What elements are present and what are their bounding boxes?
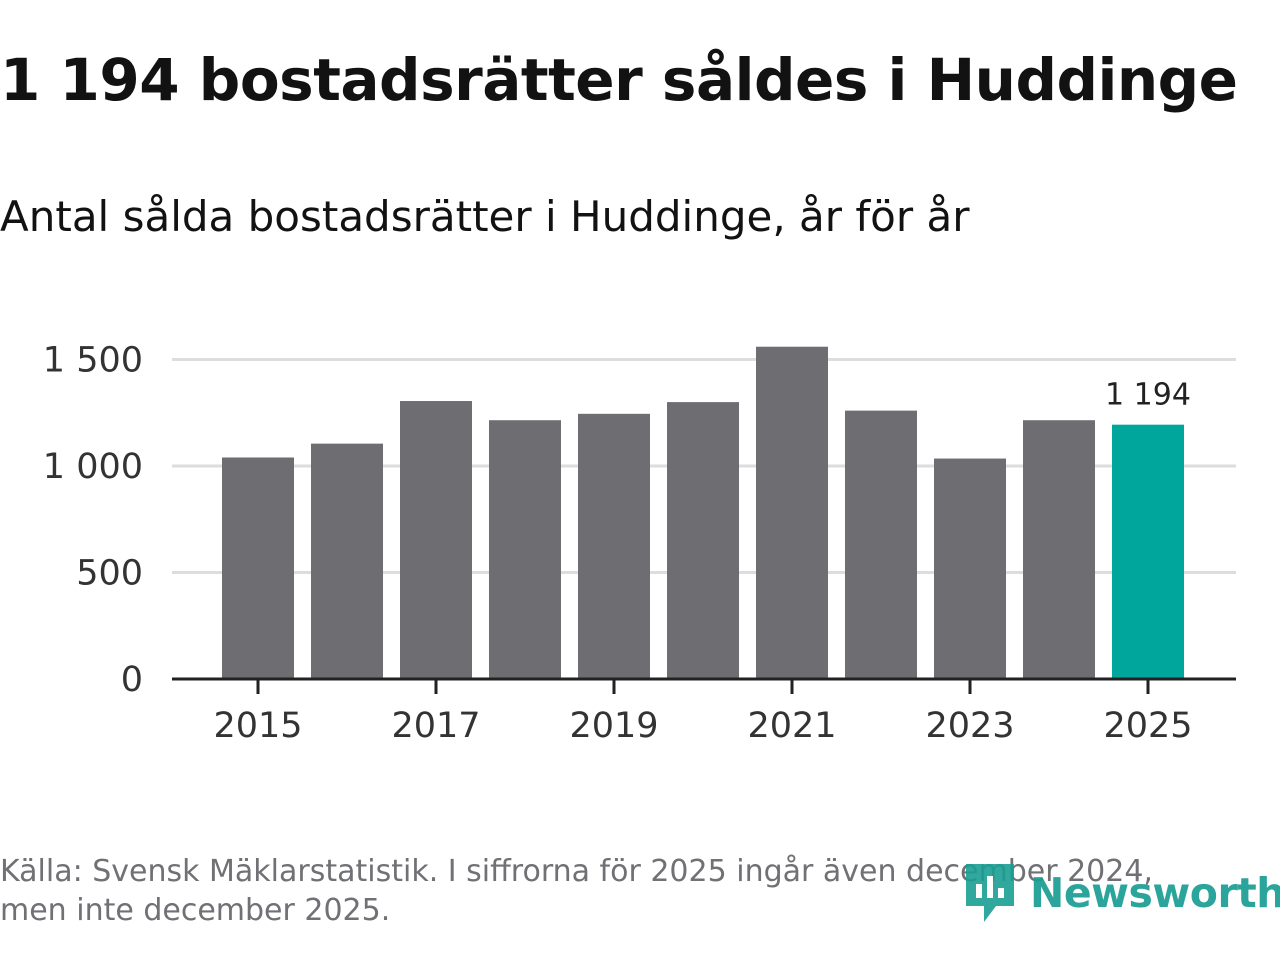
bars	[222, 346, 1184, 679]
bar-2021	[756, 346, 828, 679]
x-tick-label: 2015	[213, 706, 302, 746]
newsworthy-logo-icon	[966, 864, 1014, 922]
y-tick-label: 1 500	[43, 341, 143, 381]
chart-subtitle: Antal sålda bostadsrätter i Huddinge, år…	[0, 192, 970, 241]
bar-2024	[1023, 420, 1095, 679]
bar-2020	[667, 402, 739, 679]
bar-2016	[311, 443, 383, 679]
source-line-2: men inte december 2025.	[0, 893, 391, 928]
bar-2023	[934, 458, 1006, 679]
axes	[172, 677, 1236, 694]
y-tick-label: 0	[121, 660, 143, 700]
bar-2015	[222, 457, 294, 679]
x-tick-label: 2017	[391, 706, 480, 746]
x-tick-label: 2021	[747, 706, 836, 746]
brand-logo: Newsworthy	[962, 860, 1280, 926]
x-tick-label: 2025	[1103, 706, 1192, 746]
brand-name: Newsworthy	[1030, 869, 1280, 917]
source-note: Källa: Svensk Mäklarstatistik. I siffror…	[0, 852, 1230, 930]
bar-2017	[400, 401, 472, 679]
bar-2018	[489, 420, 561, 679]
labels: 0 500 1 000 1 500 2015 2017 2019 2021 2023 2025 1 …	[43, 341, 1193, 747]
y-tick-label: 1 000	[43, 447, 143, 487]
bar-value-label: 1 194	[1105, 378, 1191, 413]
bar-chart: 0 500 1 000 1 500 2015 2017 2019 2021 2023 2025 1 …	[43, 341, 1236, 747]
bar-2019	[578, 413, 650, 679]
x-tick-label: 2023	[925, 706, 1014, 746]
x-tick-label: 2019	[569, 706, 658, 746]
bar-2022	[845, 410, 917, 679]
bar-2025	[1112, 424, 1184, 679]
y-tick-label: 500	[76, 554, 143, 594]
source-line-1: Källa: Svensk Mäklarstatistik. I siffror…	[0, 854, 1153, 889]
chart-title: 1 194 bostadsrätter såldes i Huddinge	[0, 46, 1238, 114]
